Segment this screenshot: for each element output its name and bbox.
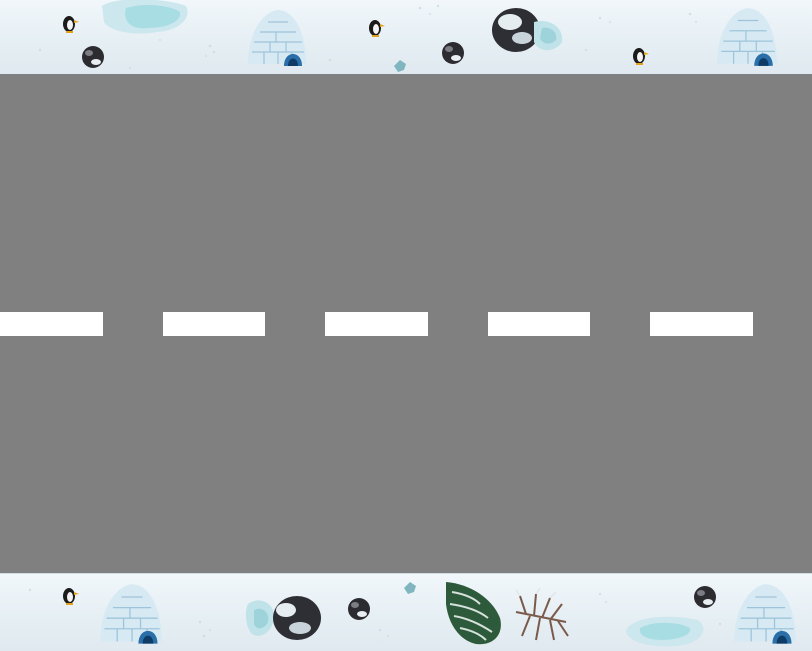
bottom-snow-border — [0, 573, 812, 651]
lane-marking — [488, 312, 590, 336]
igloo-icon — [734, 584, 796, 644]
bare-bush-icon — [515, 587, 569, 641]
penguin-icon — [369, 20, 385, 37]
igloo-icon — [100, 584, 162, 644]
rock-icon — [694, 586, 716, 608]
lane-marking — [0, 312, 103, 336]
ice-crystal-icon — [394, 60, 406, 72]
snow-boulder-icon — [492, 8, 563, 52]
igloo-icon — [248, 10, 306, 66]
ice-pond-icon — [102, 0, 188, 34]
rock-icon — [82, 46, 104, 68]
penguin-icon — [63, 588, 79, 605]
ice-crystal-icon — [245, 600, 274, 636]
snow-boulder-icon — [273, 596, 321, 640]
pine-tree-icon — [446, 582, 501, 645]
lane-marking — [163, 312, 265, 336]
penguin-icon — [633, 48, 649, 65]
penguin-icon — [63, 16, 79, 33]
ice-crystal-icon — [404, 582, 416, 594]
top-snow-border — [0, 0, 812, 75]
ice-pond-icon — [626, 616, 704, 647]
igloo-icon — [717, 8, 777, 66]
rock-icon — [442, 42, 464, 64]
lane-marking — [325, 312, 428, 336]
rock-icon — [348, 598, 370, 620]
lane-marking — [650, 312, 753, 336]
